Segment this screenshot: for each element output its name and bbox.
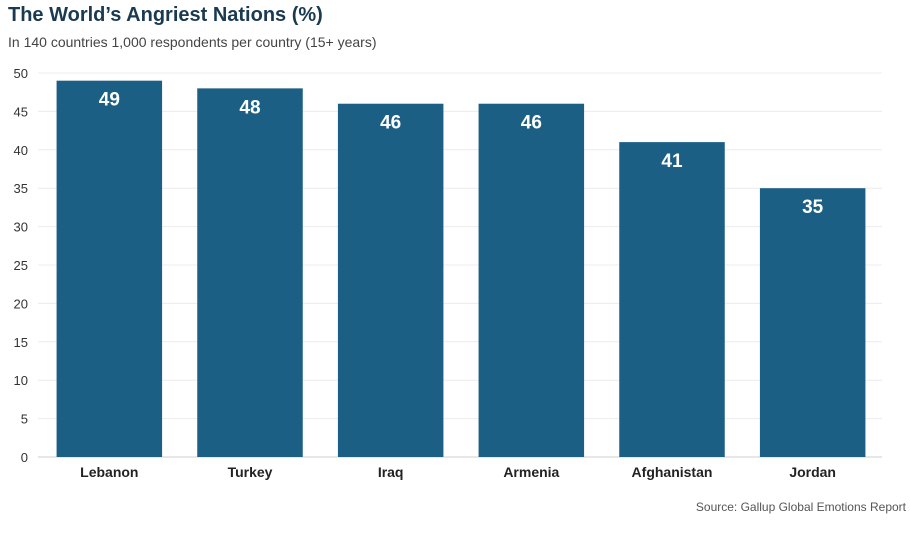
bar-jordan bbox=[759, 188, 866, 457]
category-label: Turkey bbox=[228, 464, 273, 480]
chart-subtitle: In 140 countries 1,000 respondents per c… bbox=[8, 34, 377, 50]
data-label: 46 bbox=[521, 113, 542, 134]
data-label: 49 bbox=[99, 90, 120, 111]
y-tick-label: 20 bbox=[14, 296, 28, 311]
y-tick-label: 15 bbox=[14, 335, 28, 350]
category-label: Iraq bbox=[378, 464, 404, 480]
y-tick-label: 30 bbox=[14, 220, 28, 235]
bar-armenia bbox=[478, 103, 585, 457]
gridlines bbox=[38, 72, 882, 458]
bar-afghanistan bbox=[619, 142, 725, 457]
y-tick-label: 35 bbox=[14, 181, 28, 196]
bars: 49 48 46 46 41 35 bbox=[56, 80, 866, 458]
y-tick-label: 50 bbox=[14, 66, 28, 81]
data-label: 48 bbox=[239, 97, 260, 118]
y-tick-label: 10 bbox=[14, 373, 28, 388]
data-label: 46 bbox=[380, 113, 401, 134]
y-axis-ticks: 0 5 10 15 20 25 30 35 40 45 50 bbox=[14, 66, 28, 465]
y-tick-label: 5 bbox=[21, 412, 28, 427]
y-tick-label: 45 bbox=[14, 104, 28, 119]
chart-title: The World’s Angriest Nations (%) bbox=[8, 4, 323, 26]
bar-lebanon bbox=[56, 80, 163, 458]
bar-iraq bbox=[337, 103, 444, 457]
data-label: 35 bbox=[802, 197, 824, 218]
data-label: 41 bbox=[661, 151, 683, 172]
bar-turkey bbox=[197, 88, 303, 458]
category-label: Afghanistan bbox=[632, 464, 713, 480]
source-note: Source: Gallup Global Emotions Report bbox=[695, 500, 906, 514]
category-label: Jordan bbox=[789, 464, 836, 480]
category-label: Armenia bbox=[503, 464, 559, 480]
x-axis-labels: Lebanon Turkey Iraq Armenia Afghanistan Jorda… bbox=[80, 464, 836, 480]
y-tick-label: 40 bbox=[14, 143, 28, 158]
category-label: Lebanon bbox=[80, 464, 138, 480]
y-tick-label: 25 bbox=[14, 258, 28, 273]
y-tick-label: 0 bbox=[21, 450, 28, 465]
